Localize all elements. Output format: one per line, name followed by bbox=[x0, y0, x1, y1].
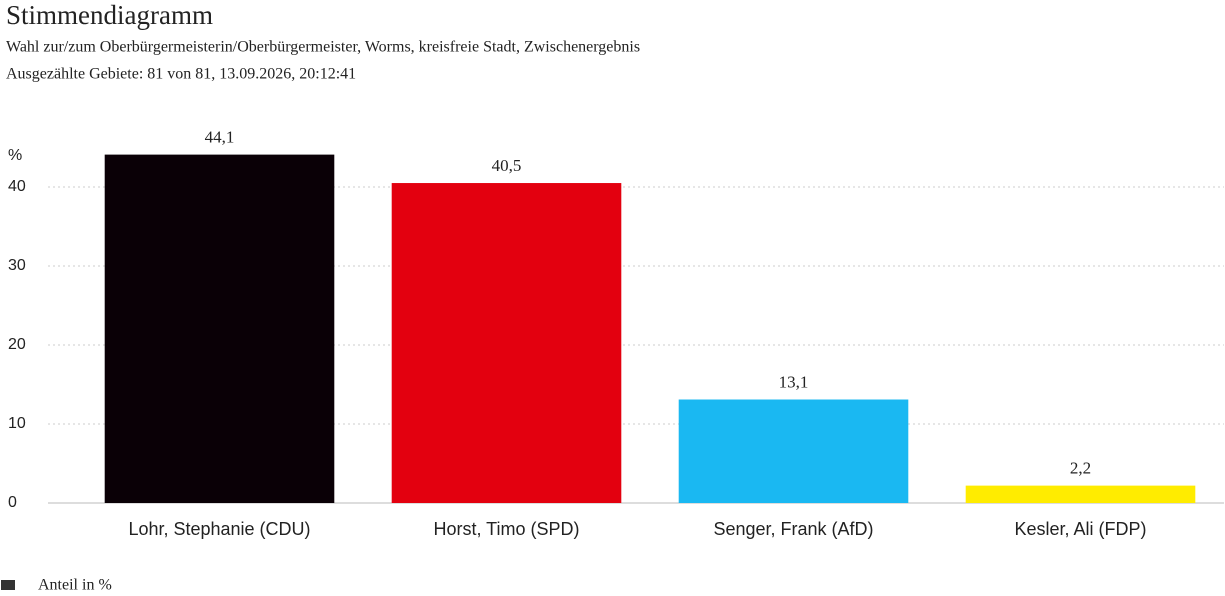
chart-subtitle: Ausgezählte Gebiete: 81 von 81, 13.09.20… bbox=[6, 66, 356, 83]
x-tick-label: Lohr, Stephanie (CDU) bbox=[128, 519, 310, 539]
x-tick-label: Senger, Frank (AfD) bbox=[713, 519, 873, 539]
x-tick-label: Horst, Timo (SPD) bbox=[433, 519, 579, 539]
value-label: 44,1 bbox=[205, 128, 235, 147]
y-tick-label: 30 bbox=[8, 257, 26, 274]
legend-swatch bbox=[1, 580, 15, 590]
y-tick-label: 0 bbox=[8, 494, 17, 511]
legend-label: Anteil in % bbox=[38, 577, 112, 594]
chart-subtitle: Wahl zur/zum Oberbürgermeisterin/Oberbür… bbox=[6, 39, 640, 56]
y-tick-label: 10 bbox=[8, 415, 26, 432]
y-tick-label: 20 bbox=[8, 336, 26, 353]
y-tick-label: 40 bbox=[8, 178, 26, 195]
value-label: 40,5 bbox=[492, 156, 522, 175]
bar bbox=[391, 183, 622, 504]
x-tick-label: Kesler, Ali (FDP) bbox=[1014, 519, 1146, 539]
bar bbox=[965, 485, 1196, 503]
value-label: 2,2 bbox=[1070, 459, 1091, 478]
y-axis-label: % bbox=[8, 147, 22, 164]
chart-title: Stimmendiagramm bbox=[6, 0, 213, 30]
value-label: 13,1 bbox=[779, 372, 809, 391]
bar bbox=[678, 399, 909, 503]
bar bbox=[104, 154, 335, 504]
